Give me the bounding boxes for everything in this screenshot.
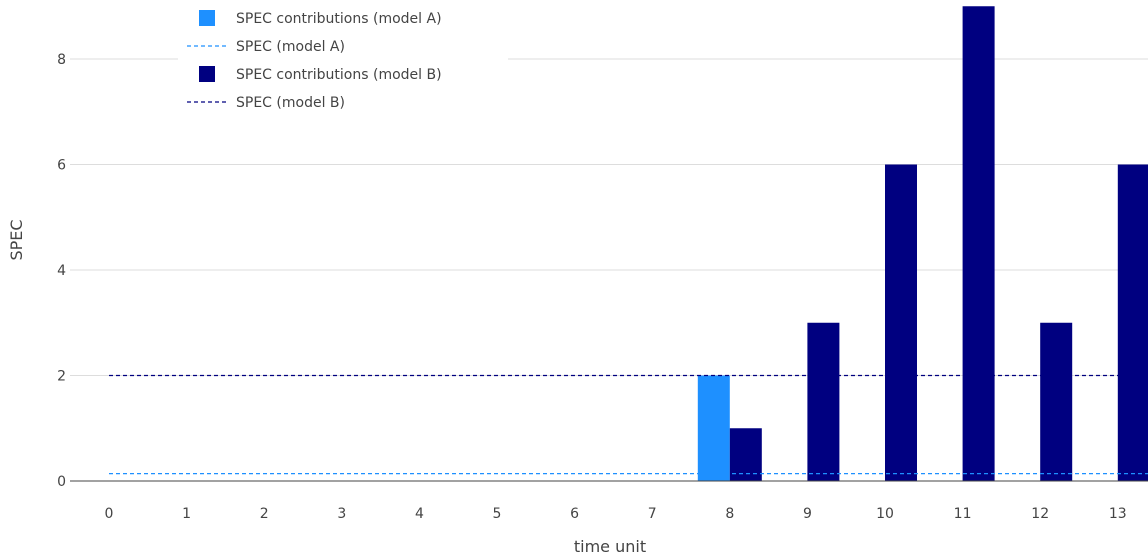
x-tick-label: 4 <box>415 506 424 522</box>
x-tick-label: 13 <box>1109 506 1127 522</box>
x-tick-label: 6 <box>570 506 579 522</box>
x-tick-label: 9 <box>803 506 812 522</box>
reference-lines <box>109 374 1148 475</box>
x-tick-label: 2 <box>260 506 269 522</box>
y-tick-label: 4 <box>57 263 66 279</box>
x-tick-label: 8 <box>725 506 734 522</box>
x-axis-ticks: 0 1 2 3 4 5 6 7 8 9 10 11 12 13 <box>105 506 1127 522</box>
x-tick-label: 3 <box>337 506 346 522</box>
legend-background <box>178 0 508 118</box>
x-tick-label: 1 <box>182 506 191 522</box>
bar <box>885 164 917 481</box>
x-tick-label: 5 <box>493 506 502 522</box>
y-tick-label: 2 <box>57 369 66 385</box>
bar <box>807 322 840 481</box>
bar <box>1117 164 1148 481</box>
x-tick-label: 11 <box>954 506 972 522</box>
legend[interactable]: SPEC contributions (model A) SPEC (model … <box>178 0 508 118</box>
y-tick-label: 8 <box>57 52 66 68</box>
y-axis-title: SPEC <box>7 219 26 260</box>
x-tick-label: 0 <box>105 506 114 522</box>
x-tick-label: 10 <box>876 506 894 522</box>
y-tick-label: 6 <box>57 158 66 174</box>
legend-swatch <box>199 66 215 82</box>
bar <box>962 6 995 481</box>
bar <box>729 428 762 481</box>
y-axis-ticks: 0 2 4 6 8 <box>57 52 66 490</box>
x-axis-title: time unit <box>574 537 646 556</box>
bar <box>697 375 730 481</box>
legend-label: SPEC (model A) <box>236 39 345 55</box>
bars <box>697 6 1148 481</box>
legend-label: SPEC contributions (model B) <box>236 67 442 83</box>
y-tick-label: 0 <box>57 474 66 490</box>
x-tick-label: 7 <box>648 506 657 522</box>
legend-label: SPEC contributions (model A) <box>236 11 442 27</box>
legend-label: SPEC (model B) <box>236 95 345 111</box>
x-tick-label: 12 <box>1031 506 1049 522</box>
legend-swatch <box>199 10 215 26</box>
bar <box>1040 322 1073 481</box>
